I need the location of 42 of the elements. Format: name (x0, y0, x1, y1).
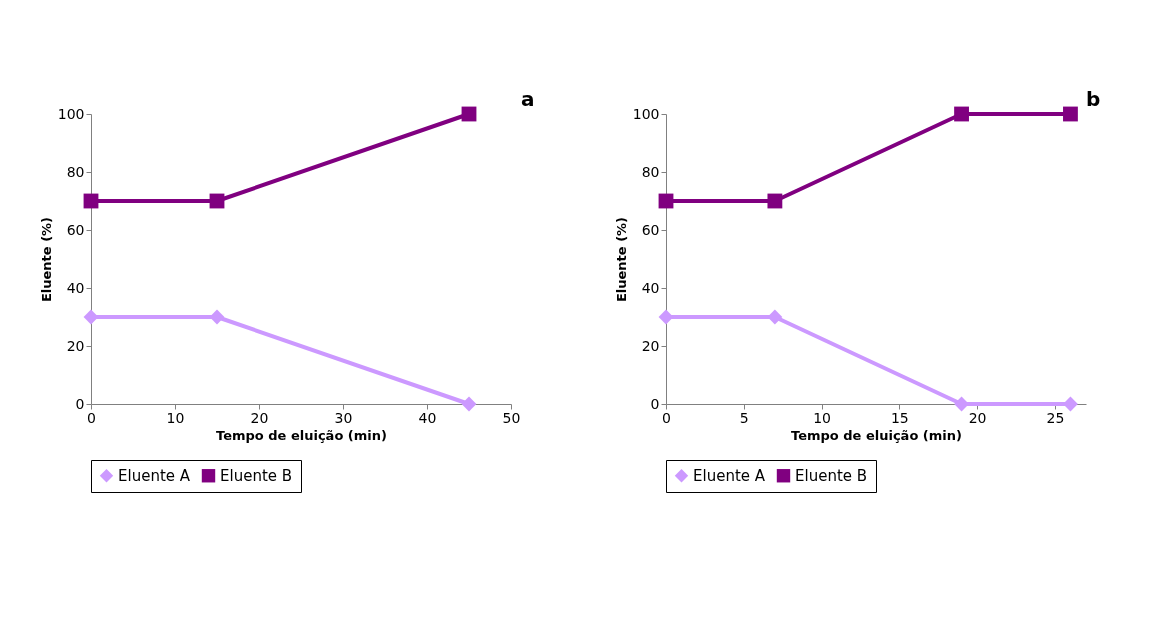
y-tick-label: 80 (641, 163, 660, 180)
x-tick-label: 25 (1046, 409, 1065, 426)
y-tick-label: 20 (66, 337, 85, 354)
point (767, 309, 783, 325)
y-tick-label: 40 (641, 279, 660, 296)
y-tick-label: 0 (650, 395, 660, 412)
legend-label: Eluente B (795, 466, 868, 485)
legend-label: Eluente B (220, 466, 293, 485)
x-tick-label: 20 (968, 409, 987, 426)
y-tick-label: 60 (641, 221, 660, 238)
y-tick-label: 40 (66, 279, 85, 296)
x-tick-label: 40 (418, 409, 437, 426)
y-axis-title: Eluente (%) (613, 216, 629, 303)
text: b (1086, 87, 1101, 111)
y-tick-label: 80 (66, 163, 85, 180)
point (767, 193, 783, 209)
x-tick-label: 10 (166, 409, 185, 426)
x-tick-label: 15 (890, 409, 909, 426)
point (1063, 106, 1078, 122)
x-tick-label: 5 (739, 409, 749, 426)
x-tick-label: 0 (662, 409, 671, 426)
x-axis-title: Tempo de eluição (min) (216, 427, 387, 443)
point (209, 309, 225, 325)
y-tick-label: 0 (75, 395, 85, 412)
point (658, 309, 674, 325)
y-tick-label: 60 (66, 221, 85, 238)
text: a (521, 87, 535, 111)
y-tick-label: 100 (632, 105, 660, 122)
x-tick-label: 50 (502, 409, 521, 426)
x-tick-label: 30 (334, 409, 353, 426)
legend-label: Eluente A (693, 466, 766, 485)
point (83, 309, 99, 325)
y-tick-label: 20 (641, 337, 660, 354)
x-tick-label: 0 (87, 409, 96, 426)
x-tick-label: 10 (813, 409, 831, 426)
legend-label: Eluente A (118, 466, 191, 485)
point (461, 396, 477, 412)
y-tick-label: 100 (57, 105, 85, 122)
x-axis-title: Tempo de eluição (min) (791, 427, 962, 443)
y-axis-title: Eluente (%) (38, 216, 54, 303)
point (954, 106, 969, 122)
x-tick-label: 20 (250, 409, 269, 426)
